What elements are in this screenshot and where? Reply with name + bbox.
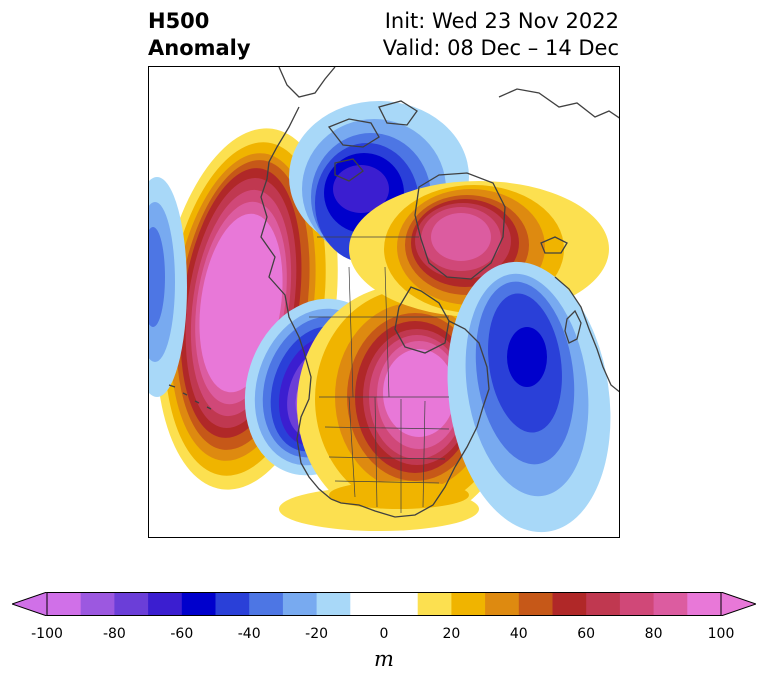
field-type: Anomaly — [148, 36, 251, 60]
colorbar-segment — [619, 592, 655, 616]
coastlines — [168, 67, 619, 518]
colorbar-tick-label: 20 — [442, 626, 461, 642]
colorbar-unit: m — [374, 647, 394, 671]
colorbar-segment — [47, 592, 82, 616]
colorbar-segment — [653, 592, 688, 616]
colorbar-tick-label: -20 — [305, 626, 329, 642]
anomaly-map — [149, 67, 619, 537]
colorbar-extend-over — [720, 592, 756, 616]
colorbar-segment — [687, 592, 722, 616]
colorbar-segment — [316, 592, 351, 616]
anomaly-trough-atlantic — [447, 261, 611, 533]
colorbar-tick-label: -40 — [237, 626, 261, 642]
colorbar-segment — [148, 592, 183, 616]
colorbar-tick-label: -80 — [102, 626, 126, 642]
colorbar-segment — [215, 592, 250, 616]
colorbar-segment — [80, 592, 115, 616]
colorbar-extend-under — [12, 592, 48, 616]
colorbar-tick-label: -100 — [31, 626, 63, 642]
colorbar-segment — [384, 592, 419, 616]
init-date: Init: Wed 23 Nov 2022 — [384, 9, 619, 33]
colorbar-tick-label: 100 — [707, 626, 735, 642]
colorbar-segment — [586, 592, 621, 616]
valid-range: Valid: 08 Dec – 14 Dec — [382, 36, 619, 60]
colorbar-segment — [114, 592, 149, 616]
colorbar-tick-label: 60 — [577, 626, 596, 642]
title-right: Init: Wed 23 Nov 2022 Valid: 08 Dec – 14… — [383, 8, 619, 62]
colorbar-tick-label: 40 — [509, 626, 528, 642]
colorbar-tick-label: -60 — [170, 626, 194, 642]
admin-boundaries — [309, 236, 450, 513]
colorbar-segment — [350, 592, 385, 616]
field-name: H500 — [148, 9, 210, 33]
colorbar-segment — [451, 592, 486, 616]
colorbar — [12, 592, 756, 616]
colorbar-segment — [485, 592, 520, 616]
title-left: H500 Anomaly — [148, 8, 251, 62]
colorbar-tick-label: 0 — [379, 626, 389, 642]
colorbar-segment — [518, 592, 553, 616]
colorbar-segment — [181, 592, 216, 616]
anomaly-trough-west-edge — [149, 177, 187, 397]
map-panel — [148, 66, 620, 538]
colorbar-tick-label: 80 — [644, 626, 663, 642]
colorbar-segment — [552, 592, 587, 616]
colorbar-segment — [417, 592, 452, 616]
colorbar-segment — [249, 592, 284, 616]
colorbar-segment — [282, 592, 318, 616]
